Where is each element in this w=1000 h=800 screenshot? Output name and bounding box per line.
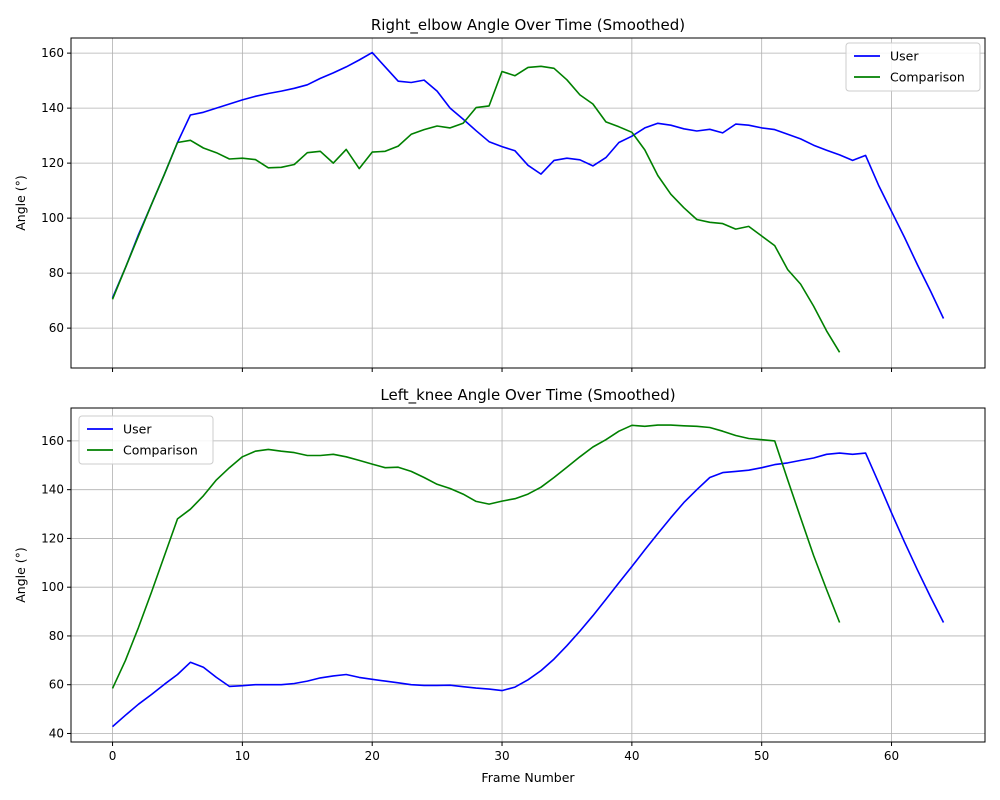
series-line-comparison (111, 424, 841, 689)
chart-title: Right_elbow Angle Over Time (Smoothed) (371, 16, 685, 35)
x-axis-label: Frame Number (481, 770, 575, 785)
x-tick-label: 40 (624, 749, 639, 763)
legend-label-comparison: Comparison (123, 443, 198, 458)
legend: User Comparison (845, 42, 981, 92)
y-tick-label: 60 (49, 321, 64, 335)
y-tick-label: 60 (49, 678, 64, 692)
series-line-user (111, 51, 945, 319)
y-tick-label: 80 (49, 629, 64, 643)
y-tick-label: 140 (41, 101, 64, 115)
legend-box (78, 415, 214, 465)
y-tick-label: 100 (41, 580, 64, 594)
chart-panel-2: 0 10 20 30 40 50 60 40 60 80 100 120 140 160 Left_knee… (13, 386, 986, 785)
x-tick-label: 60 (884, 749, 899, 763)
y-tick-label: 160 (41, 434, 64, 448)
chart-panel-1: 60 80 100 120 140 160 Right_elbow Angle Over T… (13, 16, 986, 372)
y-axis-label: Angle (°) (13, 547, 28, 603)
legend-label-user: User (123, 422, 152, 437)
y-tick-label: 120 (41, 156, 64, 170)
x-tick-label: 20 (365, 749, 380, 763)
legend: User Comparison (78, 415, 214, 465)
axes-frame (70, 37, 986, 369)
legend-box (845, 42, 981, 92)
chart-title: Left_knee Angle Over Time (Smoothed) (380, 386, 675, 405)
legend-label-user: User (890, 49, 919, 64)
y-tick-label: 80 (49, 266, 64, 280)
y-tick-label: 140 (41, 483, 64, 497)
series-line-user (111, 452, 945, 728)
legend-label-comparison: Comparison (890, 70, 965, 85)
x-tick-label: 50 (754, 749, 769, 763)
y-tick-label: 160 (41, 46, 64, 60)
x-tick-label: 10 (235, 749, 250, 763)
axes-frame (70, 407, 986, 743)
x-tick-label: 30 (494, 749, 509, 763)
y-tick-label: 120 (41, 531, 64, 545)
y-tick-label: 40 (49, 726, 64, 740)
series-line-comparison (111, 65, 841, 353)
x-tick-label: 0 (109, 749, 117, 763)
y-axis-label: Angle (°) (13, 175, 28, 231)
y-tick-label: 100 (41, 211, 64, 225)
